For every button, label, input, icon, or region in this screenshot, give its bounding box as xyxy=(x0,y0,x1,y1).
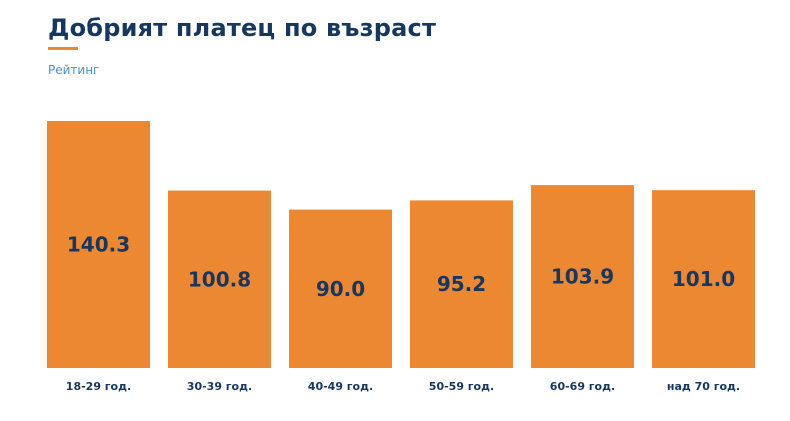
bar-value-label-6: 101.0 xyxy=(672,267,735,291)
category-label-4: 50-59 год. xyxy=(429,380,494,393)
bar-value-label-2: 100.8 xyxy=(188,267,251,291)
bar-value-label-4: 95.2 xyxy=(437,272,486,296)
category-label-3: 40-49 год. xyxy=(308,380,373,393)
bar-6 xyxy=(652,190,755,368)
title-accent-line xyxy=(48,47,78,50)
category-label-6: над 70 год. xyxy=(667,380,740,393)
chart-title: Добрият платец по възраст xyxy=(48,14,437,42)
bar-4 xyxy=(410,200,513,368)
bar-value-label-3: 90.0 xyxy=(316,277,365,301)
category-label-1: 18-29 год. xyxy=(66,380,131,393)
bar-value-label-1: 140.3 xyxy=(67,233,130,257)
bar-value-label-5: 103.9 xyxy=(551,265,614,289)
chart-subtitle: Рейтинг xyxy=(48,63,100,77)
bar-1 xyxy=(47,121,150,368)
category-label-2: 30-39 год. xyxy=(187,380,252,393)
bar-3 xyxy=(289,209,392,368)
bar-2 xyxy=(168,190,271,368)
category-label-5: 60-69 год. xyxy=(550,380,615,393)
bar-5 xyxy=(531,185,634,368)
